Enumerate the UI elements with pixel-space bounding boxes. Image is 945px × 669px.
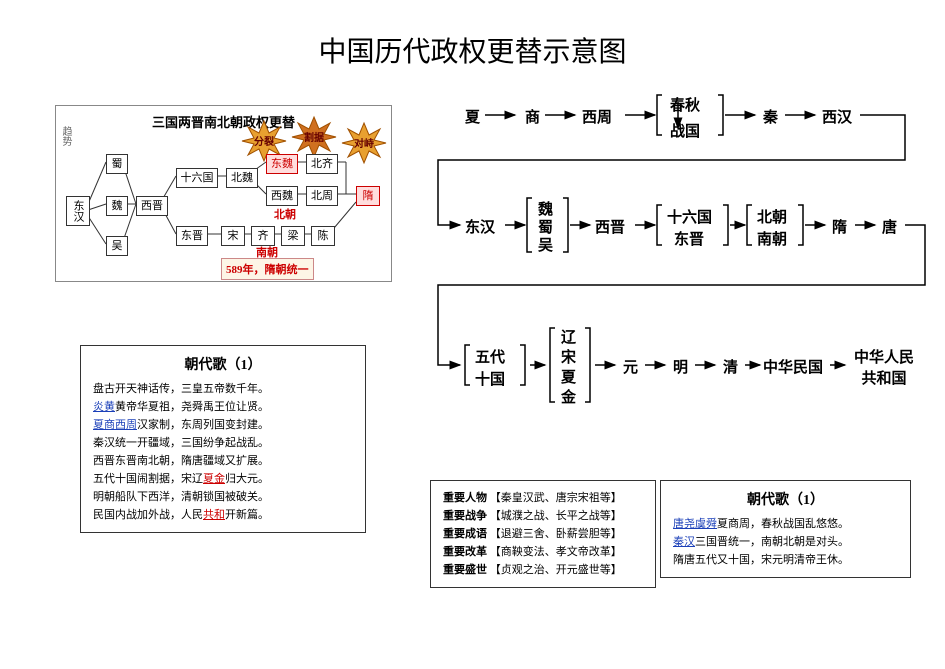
node-xia2: 夏 [561,366,576,387]
node-nanchao: 南朝 [757,228,787,249]
card1-line: 夏商西周汉家制，东周列国变封建。 [93,416,353,434]
flow-arrows [430,90,930,460]
card2-line: 重要盛世 【贞观之治、开元盛世等】 [443,561,643,579]
card1-line: 民国内战加外战，人民共和开新篇。 [93,506,353,524]
card1-line: 西晋东晋南北朝，隋唐疆域又扩展。 [93,452,353,470]
page-title: 中国历代政权更替示意图 [0,30,945,70]
card3-line: 隋唐五代又十国，宋元明清帝王休。 [673,551,898,569]
card3-line: 秦汉三国晋统一，南朝北朝是对头。 [673,533,898,551]
node-zhanguo: 战国 [670,120,700,141]
starburst-icon: 对峙 [341,120,387,171]
node-liao: 辽 [561,326,576,347]
node-song: 宋 [221,226,245,246]
card3-line: 唐尧虞舜夏商周，春秋战国乱悠悠。 [673,515,898,533]
node-beizhou: 北周 [306,186,338,206]
node-dongwei: 东魏 [266,154,298,174]
sanguo-diagram: 趋势 三国两晋南北朝政权更替 分裂 割据 对峙 东汉蜀魏吴西晋十六国东晋北魏东魏… [55,105,392,282]
node-sui2: 隋 [832,216,847,237]
svg-text:割据: 割据 [304,131,324,144]
card3-title: 朝代歌（1） [673,489,898,509]
dynasty-song-card-1: 朝代歌（1） 盘古开天神话传，三皇五帝数千年。炎黄黄帝华夏祖，尧舜禹王位让贤。夏… [80,345,366,533]
node-liang: 梁 [281,226,305,246]
node-dongjin2: 东晋 [674,228,704,249]
node-chunqiu: 春秋 [670,94,700,115]
node-song2: 宋 [561,346,576,367]
node-shu: 蜀 [106,154,128,174]
node-xihan: 西汉 [822,106,852,127]
svg-text:分裂: 分裂 [254,135,274,148]
main-flowchart: 夏 商 西周 春秋 战国 秦 西汉 东汉 魏 蜀 吴 西晋 十六国 东晋 北朝 … [430,90,930,460]
card1-line: 五代十国闹割据，宋辽夏金归大元。 [93,470,353,488]
node-qing: 清 [723,356,738,377]
node-yuan: 元 [623,356,638,377]
node-wudai: 五代 [475,346,505,367]
node-dongjin: 东晋 [176,226,208,246]
node-donghan: 东汉 [66,196,90,226]
node-shiliuguo: 十六国 [667,206,712,227]
card2-line: 重要人物 【秦皇汉武、唐宗宋祖等】 [443,489,643,507]
node-shiliu: 十六国 [176,168,218,188]
node-minguo: 中华民国 [763,356,823,377]
card1-title: 朝代歌（1） [93,354,353,374]
node-xizhou: 西周 [582,106,612,127]
node-ming: 明 [673,356,688,377]
node-prc: 中华人民共和国 [848,346,920,388]
node-wei: 魏 [106,196,128,216]
node-qin: 秦 [763,106,778,127]
svg-text:对峙: 对峙 [354,137,374,150]
node-qi: 齐 [251,226,275,246]
card1-line: 明朝船队下西洋，清朝锁国被破关。 [93,488,353,506]
node-xijin: 西晋 [136,196,168,216]
card2-line: 重要战争 【城濮之战、长平之战等】 [443,507,643,525]
node-wu: 吴 [106,236,128,256]
node-jin: 金 [561,386,576,407]
card1-line: 盘古开天神话传，三皇五帝数千年。 [93,380,353,398]
node-xia: 夏 [465,106,480,127]
node-beichao: 北朝 [757,206,787,227]
dynasty-song-card-2: 朝代歌（1） 唐尧虞舜夏商周，春秋战国乱悠悠。秦汉三国晋统一，南朝北朝是对头。隋… [660,480,911,578]
card2-line: 重要成语 【退避三舍、卧薪尝胆等】 [443,525,643,543]
card2-line: 重要改革 【商鞅变法、孝文帝改革】 [443,543,643,561]
node-xiwei: 西魏 [266,186,298,206]
node-sui: 隋 [356,186,380,206]
card1-line: 秦汉统一开疆域，三国纷争起战乱。 [93,434,353,452]
key-items-card: 重要人物 【秦皇汉武、唐宗宋祖等】重要战争 【城濮之战、长平之战等】重要成语 【… [430,480,656,588]
node-wu2: 吴 [538,234,553,255]
footer-caption: 589年，隋朝统一 [221,258,314,280]
node-donghan: 东汉 [465,216,495,237]
card1-line: 炎黄黄帝华夏祖，尧舜禹王位让贤。 [93,398,353,416]
node-tang: 唐 [882,216,897,237]
node-chen: 陈 [311,226,335,246]
node-xijin2: 西晋 [595,216,625,237]
node-shang: 商 [525,106,540,127]
node-beiqi: 北齐 [306,154,338,174]
node-shiguo: 十国 [475,368,505,389]
node-beiwei: 北魏 [226,168,258,188]
beichao-label: 北朝 [274,206,296,222]
